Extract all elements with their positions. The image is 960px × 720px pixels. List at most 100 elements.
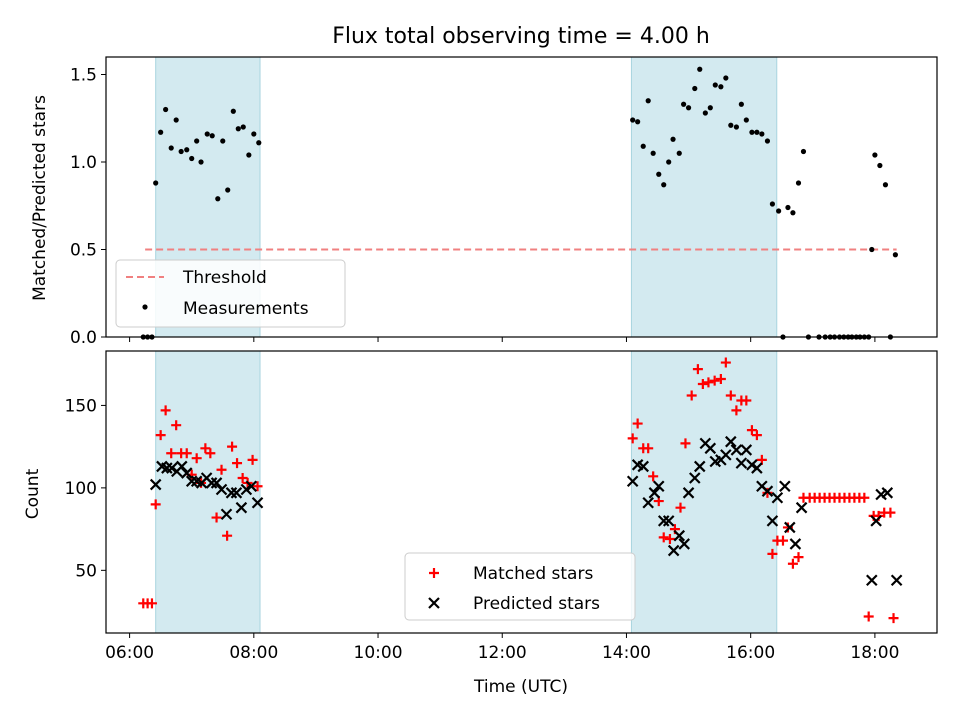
predicted-star-point: [789, 538, 802, 550]
measurement-point: [635, 119, 641, 125]
measurement-point: [670, 136, 676, 142]
measurement-point: [681, 101, 687, 107]
measurement-point: [198, 159, 204, 165]
matched-star-point: [643, 443, 654, 454]
predicted-star-point: [735, 457, 748, 469]
matched-star-point: [146, 598, 157, 609]
matched-star-point: [171, 420, 182, 431]
predicted-star-point: [225, 487, 238, 499]
predicted-star-point: [652, 480, 665, 493]
predicted-star-point: [771, 491, 784, 504]
matched-star-point: [191, 453, 202, 464]
matched-star-point: [664, 534, 675, 544]
matched-star-point: [627, 433, 638, 444]
measurement-point: [707, 105, 713, 111]
predicted-star-point: [240, 483, 253, 496]
measurement-point: [764, 138, 771, 144]
predicted-star-point: [662, 515, 675, 527]
measurement-point: [702, 110, 708, 116]
x-tick-label: 08:00: [229, 643, 278, 663]
measurement-point: [697, 66, 703, 72]
predicted-star-point: [746, 459, 758, 471]
matched-star-point: [888, 613, 899, 624]
predicted-star-point: [251, 496, 264, 509]
measurement-point: [749, 129, 755, 135]
predicted-star-point: [761, 485, 774, 497]
x-tick-label: 10:00: [354, 643, 403, 663]
predicted-star-point: [689, 472, 701, 484]
matched-star-point: [211, 512, 222, 523]
measurement-point: [184, 147, 190, 153]
predicted-star-point: [725, 435, 737, 448]
x-tick-label: 12:00: [478, 643, 527, 663]
legend-measurements-swatch: [142, 304, 148, 310]
measurement-point: [743, 117, 749, 123]
matched-star-point: [686, 390, 697, 401]
predicted-star-point: [166, 462, 178, 474]
chart-title: Flux total observing time = 4.00 h: [332, 24, 710, 49]
chart-axes: 0.0 0.5 1.0 1.5 50 100 150 06:00 08:00 10:00 12:00…: [65, 56, 938, 663]
measurement-point: [712, 82, 718, 88]
measurement-point: [723, 75, 729, 81]
matched-star-point: [793, 552, 804, 563]
matched-star-point: [715, 374, 726, 385]
shaded-intervals: [155, 56, 778, 634]
matched-star-point: [166, 448, 177, 459]
predicted-star-point: [220, 508, 233, 521]
matched-star-point: [200, 443, 211, 454]
matched-star-point: [692, 364, 703, 375]
measurement-point: [685, 105, 692, 111]
measurement-point: [877, 162, 883, 169]
matched-star-point: [777, 535, 788, 546]
predicted-star-point: [245, 480, 258, 493]
measurement-point: [153, 180, 159, 186]
matched-star-point: [222, 530, 233, 541]
legend-matched-swatch: [429, 568, 439, 578]
measurement-point: [630, 117, 636, 123]
predicted-star-point: [175, 460, 188, 473]
measurement-point: [733, 124, 739, 130]
legend-threshold-label: Threshold: [182, 268, 267, 288]
x-axis-label: Time (UTC): [473, 677, 568, 697]
matched-star-point: [232, 458, 243, 469]
matched-star-point: [160, 405, 171, 416]
predicted-star-point: [740, 444, 753, 456]
matched-star-point: [863, 611, 874, 622]
measurement-point: [869, 246, 875, 253]
predicted-star-point: [161, 462, 173, 474]
predicted-star-point: [657, 515, 670, 527]
y-axis-label-count: Count: [23, 468, 43, 519]
legend-top: [115, 259, 346, 328]
predicted-star-point: [870, 515, 882, 527]
matched-star-point: [885, 507, 896, 518]
matched-star-point: [181, 448, 192, 459]
matched-star-point: [252, 481, 263, 492]
measurement-point: [892, 252, 898, 258]
measurement-point: [769, 201, 776, 207]
predicted-star-point: [881, 487, 894, 499]
axes-frame: [105, 56, 938, 338]
matched-star-point: [648, 471, 659, 482]
measurement-point: [178, 148, 184, 155]
measurement-point: [246, 152, 252, 158]
measurement-point: [230, 108, 236, 114]
predicted-star-point: [149, 478, 162, 491]
predicted-star-point: [230, 487, 243, 499]
predicted-star-point: [205, 477, 218, 489]
measurement-point: [220, 138, 226, 144]
predicted-star-point: [704, 442, 717, 455]
y-tick-label: 150: [65, 396, 97, 416]
predicted-star-point: [784, 521, 796, 534]
chart-marks: [138, 66, 903, 624]
predicted-star-point: [682, 487, 695, 499]
predicted-star-point: [766, 515, 779, 527]
measurement-point: [718, 84, 724, 90]
matched-star-point: [150, 499, 161, 510]
y-tick-label: 1.0: [70, 153, 97, 173]
measurement-point: [194, 138, 200, 144]
y-tick-label: 50: [75, 561, 97, 581]
x-tick-label: 14:00: [602, 643, 651, 663]
measurement-point: [240, 124, 246, 130]
predicted-star-point: [720, 449, 732, 461]
